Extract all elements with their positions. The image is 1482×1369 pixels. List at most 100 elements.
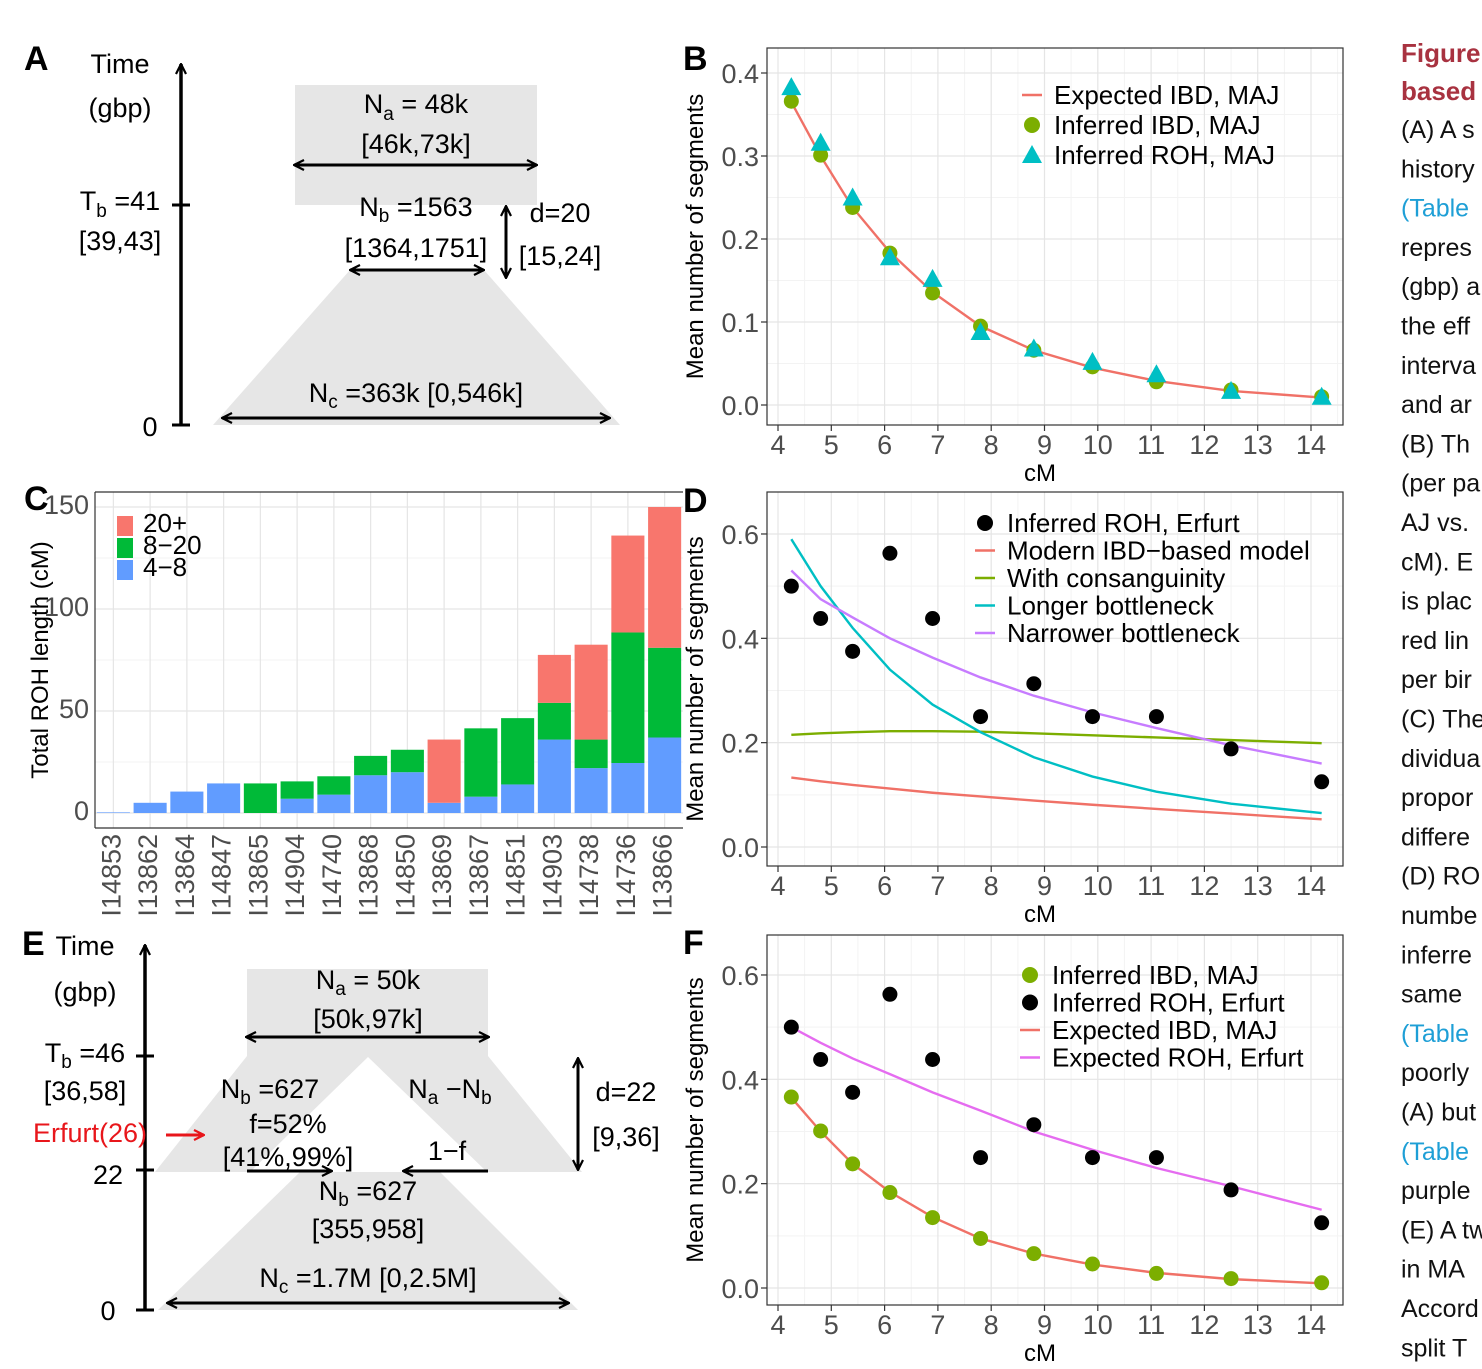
f-label: f=52% <box>249 1109 326 1139</box>
bar-segment <box>648 647 682 738</box>
caption-line: (E) A tw <box>1401 1216 1482 1244</box>
x-tick-label: 8 <box>984 1310 999 1340</box>
panel-border <box>766 934 1344 1306</box>
x-tick-label: 12 <box>1189 430 1219 460</box>
caption-line: (C) The <box>1401 706 1482 734</box>
y-axis-title: Total ROH length (cM) <box>27 541 54 778</box>
x-tick-label: 6 <box>877 430 892 460</box>
x-tick-label: 12 <box>1189 871 1219 901</box>
data-point <box>1223 1271 1239 1287</box>
x-tick-label: I14851 <box>501 834 531 917</box>
x-tick-label: 9 <box>1037 430 1052 460</box>
legend-label: 4−8 <box>143 552 187 582</box>
bar-segment <box>611 763 645 813</box>
caption-line: numbe <box>1401 902 1477 930</box>
bar-segment <box>464 796 498 813</box>
zero-label: 0 <box>100 1296 115 1326</box>
bar-segment <box>390 749 424 773</box>
y-tick-label: 0.2 <box>721 729 759 759</box>
caption-line: (per pa <box>1401 470 1480 498</box>
data-point <box>1148 709 1164 725</box>
na-ci: [50k,97k] <box>313 1004 423 1034</box>
caption-table-link[interactable]: (Table <box>1401 1020 1469 1048</box>
panel-border <box>766 47 1344 426</box>
bar-segment <box>390 772 424 813</box>
x-tick-label: 14 <box>1296 871 1326 901</box>
x-tick-label: 13 <box>1243 430 1273 460</box>
na-label: Na = 50k <box>316 965 421 1000</box>
x-tick-label: 6 <box>877 871 892 901</box>
caption-line: dividua <box>1401 745 1480 773</box>
bar-segment <box>354 755 388 776</box>
series-line <box>791 776 1322 821</box>
panel-a-diagram: A Time (gbp) Tb =41 [39,43] 0 Na = 48k [… <box>24 40 620 442</box>
data-point <box>1221 380 1242 399</box>
data-point <box>1026 1117 1042 1133</box>
y-tick-label: 0 <box>74 796 89 826</box>
bar-segment <box>354 775 388 813</box>
one-minus-f-label: 1−f <box>428 1136 467 1166</box>
data-point <box>813 610 829 626</box>
data-point <box>973 709 989 725</box>
x-tick-label: 11 <box>1137 871 1165 901</box>
caption-line: AJ vs. <box>1401 509 1469 537</box>
y-tick-label: 0.4 <box>721 1065 759 1095</box>
caption-line: history <box>1401 155 1475 183</box>
x-axis-title: cM <box>1024 1340 1056 1367</box>
x-tick-label: 9 <box>1037 1310 1052 1340</box>
data-point <box>1314 1275 1330 1291</box>
time-label: Time <box>91 49 150 79</box>
bar-segment <box>611 535 645 633</box>
legend-label: 8−20 <box>143 530 202 560</box>
data-point <box>1311 386 1332 405</box>
legend-key <box>1022 967 1038 983</box>
bar-segment <box>170 791 204 813</box>
nb-label: Nb =627 <box>221 1074 319 1109</box>
data-point <box>882 1185 898 1201</box>
caption-line: red lin <box>1401 627 1469 655</box>
zero-label: 0 <box>142 412 157 442</box>
caption-table-link[interactable]: (Table <box>1401 1138 1469 1166</box>
nc-label: Nc =363k [0,546k] <box>309 378 523 413</box>
bar-segment <box>280 781 314 799</box>
data-point <box>1148 1150 1164 1166</box>
x-tick-label: I14847 <box>207 834 237 917</box>
charts: 4 5 6 7 8 9 10 11 12 13 14 0.0 0.1 0.2 0.3 0.4 cM Mean nu… <box>27 47 1344 1367</box>
data-point <box>783 578 799 594</box>
legend-label: Inferred ROH, Erfurt <box>1052 988 1285 1018</box>
data-point <box>813 147 829 163</box>
caption-table-link[interactable]: (Table <box>1401 195 1469 223</box>
caption-line: inferre <box>1401 941 1472 969</box>
y-axis-title: Mean number of segments <box>682 977 709 1262</box>
x-tick-label: 13 <box>1243 871 1273 901</box>
expansion-trapezoid <box>158 1172 578 1310</box>
time-unit: (gbp) <box>88 93 151 123</box>
bar-segment <box>574 644 608 740</box>
x-tick-label: I14853 <box>96 834 126 917</box>
caption-heading: based <box>1401 76 1476 106</box>
caption-line: cM). E <box>1401 548 1473 576</box>
x-tick-label: I14736 <box>611 834 641 917</box>
legend-key <box>1022 994 1038 1011</box>
y-axis-title: Mean number of segments <box>682 94 709 379</box>
x-tick-label: I14740 <box>317 834 347 917</box>
y-tick-label: 0.0 <box>721 391 759 421</box>
x-tick-label: I14904 <box>280 834 310 917</box>
bar-segment <box>574 768 608 813</box>
legend-key <box>1024 117 1040 133</box>
caption-line: propor <box>1401 784 1473 812</box>
x-tick-label: 12 <box>1189 1310 1219 1340</box>
chart-d: 4 5 6 7 8 9 10 11 12 13 14 0.0 0.2 0.4 0.6 cM Mean numbe… <box>682 491 1344 928</box>
data-point <box>925 285 941 301</box>
data-point <box>1314 1215 1330 1231</box>
bar-segment <box>648 507 682 648</box>
x-tick-label: I14850 <box>390 834 420 917</box>
series-line <box>790 538 1322 815</box>
data-point <box>845 643 861 659</box>
x-tick-label: 11 <box>1137 430 1165 460</box>
caption-line: differe <box>1401 823 1470 851</box>
legend-label: Inferred ROH, MAJ <box>1054 140 1275 170</box>
bar-segment <box>317 794 351 813</box>
x-tick-label: 10 <box>1083 430 1113 460</box>
y-axis-title: Mean number of segments <box>682 536 709 821</box>
